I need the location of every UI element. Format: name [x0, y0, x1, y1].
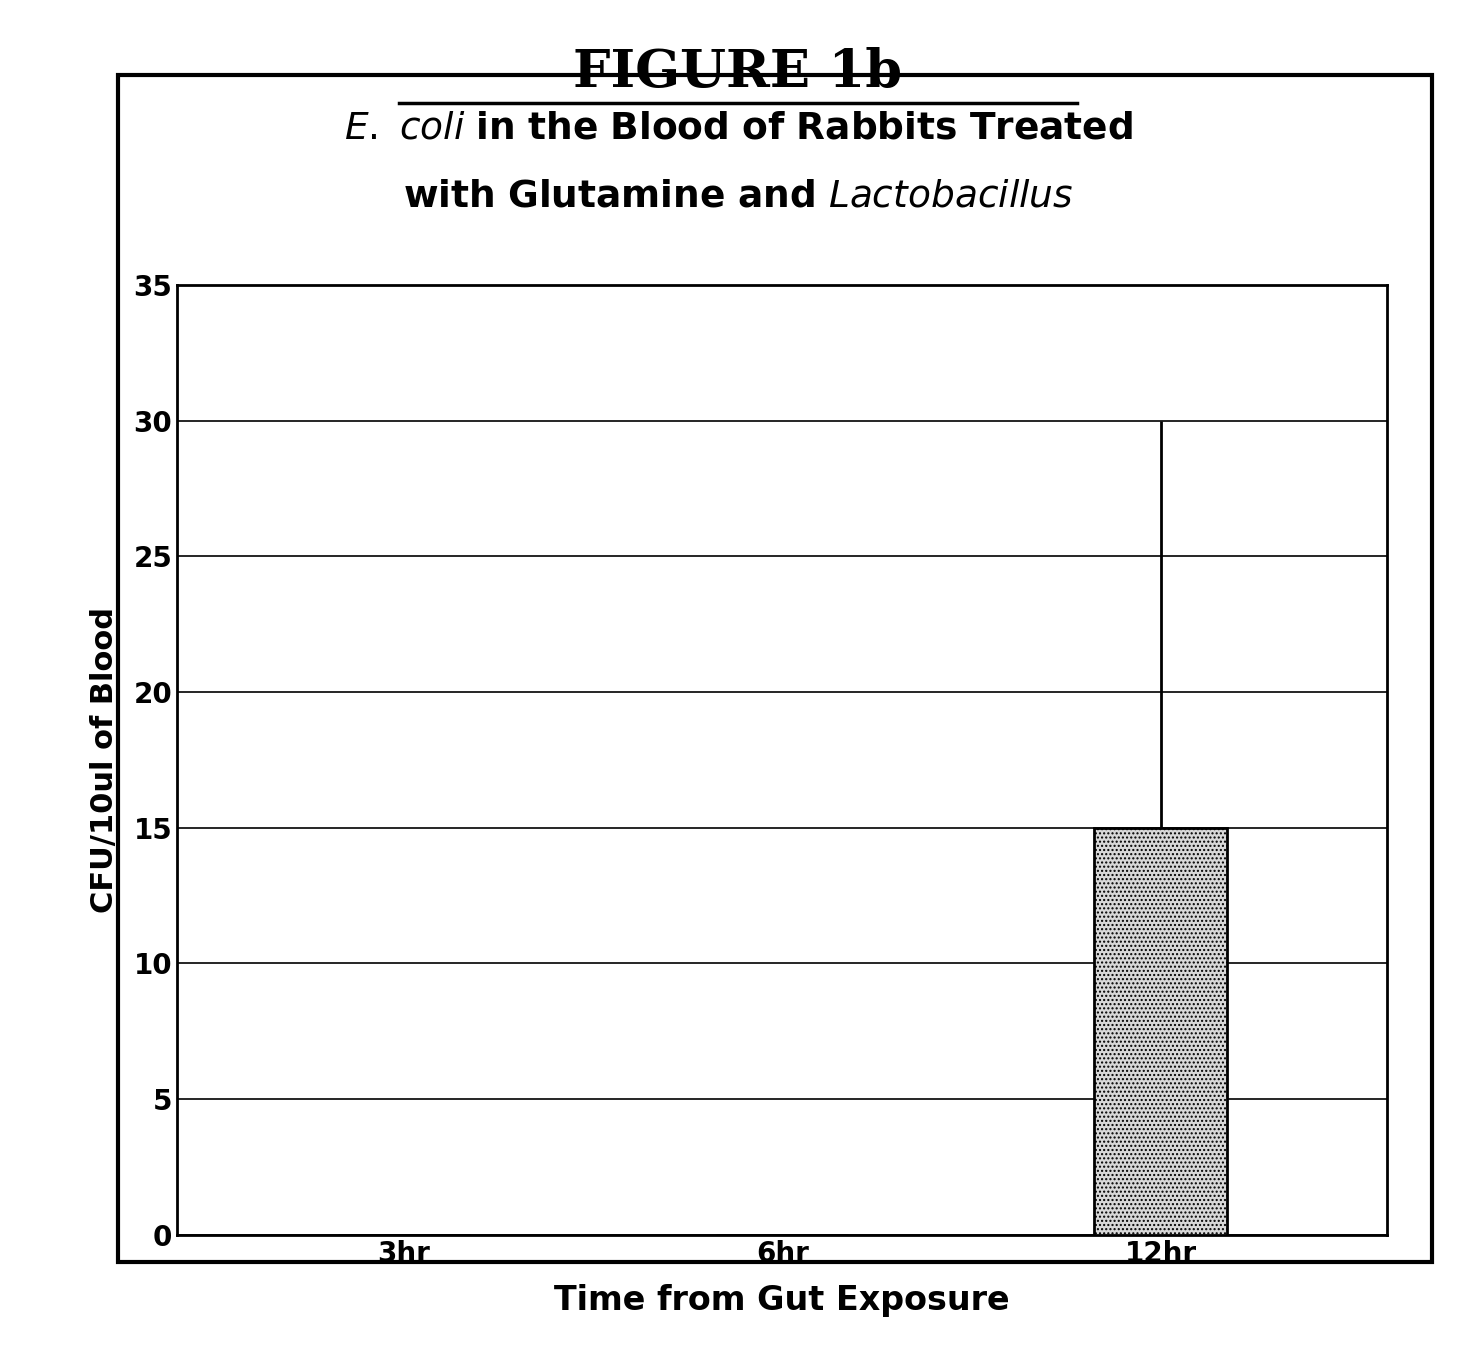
Text: $\mathbf{with\ Glutamine\ and\ }$$\mathbf{\mathit{Lactobacillus}}$: $\mathbf{with\ Glutamine\ and\ }$$\mathb…	[403, 179, 1073, 214]
Bar	[1094, 828, 1227, 1235]
X-axis label: Time from Gut Exposure: Time from Gut Exposure	[555, 1284, 1010, 1318]
Text: FIGURE 1b: FIGURE 1b	[574, 47, 902, 99]
Y-axis label: CFU/10ul of Blood: CFU/10ul of Blood	[90, 607, 120, 913]
Text: $\mathbf{\mathit{E.\ coli}}$$\mathbf{\ in\ the\ Blood\ of\ Rabbits\ Treated}$: $\mathbf{\mathit{E.\ coli}}$$\mathbf{\ i…	[344, 111, 1132, 147]
